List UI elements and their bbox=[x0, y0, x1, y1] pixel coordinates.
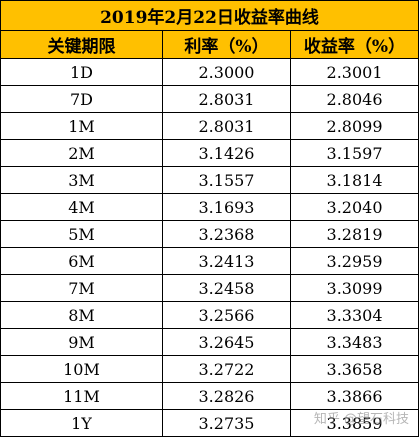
table-row: 7D 2.8031 2.8046 bbox=[0, 85, 419, 113]
cell-term: 2M bbox=[0, 139, 163, 167]
cell-yield: 3.3483 bbox=[289, 328, 419, 356]
cell-term: 7D bbox=[0, 85, 163, 113]
cell-yield: 2.3001 bbox=[289, 58, 419, 86]
cell-rate: 3.2735 bbox=[162, 409, 291, 437]
table-row: 10M 3.2722 3.3658 bbox=[0, 355, 419, 383]
table-row: 1M 2.8031 2.8099 bbox=[0, 112, 419, 140]
cell-rate: 3.2566 bbox=[162, 301, 291, 329]
table-row: 9M 3.2645 3.3483 bbox=[0, 328, 419, 356]
cell-yield: 3.2819 bbox=[289, 220, 419, 248]
cell-yield: 3.3099 bbox=[289, 274, 419, 302]
cell-term: 1M bbox=[0, 112, 163, 140]
cell-yield: 3.3658 bbox=[289, 355, 419, 383]
title-row: 2019年2月22日收益率曲线 bbox=[0, 0, 419, 31]
cell-term: 7M bbox=[0, 274, 163, 302]
cell-yield: 3.2040 bbox=[289, 193, 419, 221]
cell-rate: 3.1693 bbox=[162, 193, 291, 221]
cell-rate: 3.2413 bbox=[162, 247, 291, 275]
cell-yield: 3.3304 bbox=[289, 301, 419, 329]
cell-rate: 3.2722 bbox=[162, 355, 291, 383]
cell-yield: 3.3859 bbox=[289, 409, 419, 437]
cell-yield: 3.1597 bbox=[289, 139, 419, 167]
cell-yield: 3.3866 bbox=[289, 382, 419, 410]
cell-yield: 3.1814 bbox=[289, 166, 419, 194]
cell-term: 4M bbox=[0, 193, 163, 221]
cell-term: 6M bbox=[0, 247, 163, 275]
table-row: 1D 2.3000 2.3001 bbox=[0, 58, 419, 86]
cell-rate: 3.1557 bbox=[162, 166, 291, 194]
cell-rate: 3.2826 bbox=[162, 382, 291, 410]
table-title: 2019年2月22日收益率曲线 bbox=[0, 0, 419, 31]
table-row: 1Y 3.2735 3.3859 bbox=[0, 409, 419, 437]
cell-term: 10M bbox=[0, 355, 163, 383]
cell-yield: 2.8046 bbox=[289, 85, 419, 113]
table-body: 1D 2.3000 2.3001 7D 2.8031 2.8046 1M 2.8031 2.80… bbox=[0, 58, 419, 437]
table-row: 4M 3.1693 3.2040 bbox=[0, 193, 419, 221]
cell-rate: 3.2368 bbox=[162, 220, 291, 248]
header-rate: 利率（%） bbox=[162, 30, 291, 59]
table-row: 5M 3.2368 3.2819 bbox=[0, 220, 419, 248]
cell-term: 9M bbox=[0, 328, 163, 356]
header-row: 关键期限 利率（%） 收益率（%） bbox=[0, 30, 419, 59]
header-term: 关键期限 bbox=[0, 30, 163, 59]
cell-rate: 2.3000 bbox=[162, 58, 291, 86]
table-row: 3M 3.1557 3.1814 bbox=[0, 166, 419, 194]
table-row: 7M 3.2458 3.3099 bbox=[0, 274, 419, 302]
cell-rate: 2.8031 bbox=[162, 85, 291, 113]
header-yield: 收益率（%） bbox=[289, 30, 419, 59]
cell-term: 1Y bbox=[0, 409, 163, 437]
cell-rate: 2.8031 bbox=[162, 112, 291, 140]
cell-term: 11M bbox=[0, 382, 163, 410]
cell-term: 3M bbox=[0, 166, 163, 194]
table-row: 11M 3.2826 3.3866 bbox=[0, 382, 419, 410]
table-row: 6M 3.2413 3.2959 bbox=[0, 247, 419, 275]
cell-rate: 3.2458 bbox=[162, 274, 291, 302]
cell-term: 8M bbox=[0, 301, 163, 329]
cell-yield: 3.2959 bbox=[289, 247, 419, 275]
cell-rate: 3.1426 bbox=[162, 139, 291, 167]
cell-rate: 3.2645 bbox=[162, 328, 291, 356]
cell-term: 5M bbox=[0, 220, 163, 248]
cell-term: 1D bbox=[0, 58, 163, 86]
cell-yield: 2.8099 bbox=[289, 112, 419, 140]
table-row: 2M 3.1426 3.1597 bbox=[0, 139, 419, 167]
table-row: 8M 3.2566 3.3304 bbox=[0, 301, 419, 329]
